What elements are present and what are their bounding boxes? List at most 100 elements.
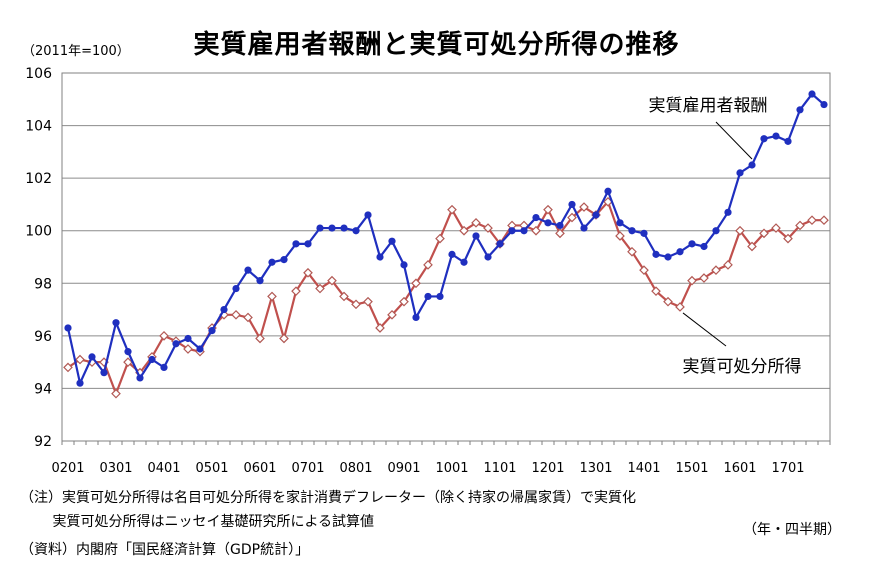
data-point-compensation [268, 258, 276, 266]
data-point-compensation [496, 240, 504, 248]
x-tick-label: 0201 [51, 461, 84, 476]
data-point-compensation [220, 305, 228, 314]
annotation-compensation: 実質雇用者報酬 [649, 96, 768, 116]
data-point-disposable-income [447, 204, 457, 215]
data-point-compensation [508, 227, 516, 235]
x-tick-label: 1201 [531, 461, 564, 476]
y-tick-label: 104 [25, 119, 52, 135]
data-point-compensation [724, 208, 732, 216]
x-tick-label: 1401 [627, 461, 660, 476]
data-point-compensation [436, 292, 444, 301]
data-point-compensation [640, 229, 648, 237]
data-point-compensation [340, 224, 348, 232]
data-point-compensation [64, 324, 72, 332]
data-point-disposable-income [351, 299, 361, 310]
data-point-compensation [472, 232, 480, 240]
data-point-compensation [688, 240, 696, 248]
data-point-disposable-income [819, 215, 829, 226]
data-point-compensation [736, 169, 744, 177]
plot-area-border [61, 72, 831, 442]
data-point-disposable-income [807, 215, 817, 226]
data-point-compensation [784, 137, 792, 145]
data-point-disposable-income [771, 223, 781, 233]
data-point-disposable-income [375, 323, 385, 333]
data-point-disposable-income [723, 260, 733, 270]
data-point-compensation [328, 224, 336, 232]
data-point-compensation [316, 224, 324, 232]
data-point-disposable-income [75, 354, 85, 365]
data-point-disposable-income [159, 331, 169, 341]
data-point-disposable-income [555, 228, 565, 239]
x-tick-label: 0301 [99, 461, 132, 476]
source-note: （資料）内閣府「国民経済計算（GDP統計）」 [20, 542, 310, 558]
x-period-label: （年・四半期） [743, 522, 841, 538]
data-point-compensation [676, 248, 684, 256]
data-point-compensation [484, 253, 492, 261]
data-point-compensation [808, 90, 816, 98]
data-point-disposable-income [651, 286, 661, 297]
data-point-disposable-income [639, 265, 649, 275]
data-point-compensation [700, 242, 708, 251]
data-point-compensation [292, 240, 300, 248]
data-point-disposable-income [531, 225, 541, 236]
data-point-compensation [256, 277, 264, 285]
series-line-disposable-income [67, 199, 824, 397]
annotation-disposable-income: 実質可処分所得 [683, 357, 802, 377]
data-point-disposable-income [747, 241, 757, 252]
data-point-compensation [616, 219, 624, 227]
data-point-compensation [424, 292, 432, 301]
x-tick-label: 1301 [579, 461, 612, 476]
data-point-disposable-income [567, 212, 577, 223]
data-point-compensation [88, 353, 96, 361]
data-point-compensation [796, 106, 804, 114]
annotation-leader-compensation [715, 121, 753, 160]
x-tick-label: 0901 [387, 461, 420, 476]
x-tick-label: 0401 [147, 461, 180, 476]
y-unit-label: （2011年=100） [22, 44, 130, 59]
data-point-compensation [124, 348, 132, 356]
chart-title: 実質雇用者報酬と実質可処分所得の推移 [193, 30, 680, 60]
data-point-compensation [148, 355, 156, 364]
data-point-disposable-income [123, 357, 133, 367]
data-point-disposable-income [615, 231, 625, 241]
data-point-disposable-income [627, 246, 637, 257]
data-point-disposable-income [303, 267, 313, 278]
data-point-compensation [388, 237, 396, 245]
data-point-disposable-income [387, 309, 397, 320]
data-point-compensation [412, 313, 420, 322]
data-point-compensation [76, 379, 84, 387]
data-point-disposable-income [435, 233, 445, 244]
data-point-compensation [748, 161, 756, 169]
data-point-compensation [556, 221, 564, 230]
data-point-disposable-income [459, 225, 469, 236]
series-line-compensation [66, 92, 825, 387]
data-point-disposable-income [579, 202, 589, 212]
x-tick-label: 1601 [723, 461, 756, 476]
data-point-disposable-income [327, 275, 337, 286]
data-point-compensation [760, 135, 768, 143]
data-point-disposable-income [795, 220, 805, 231]
data-point-compensation [232, 284, 240, 293]
data-point-compensation [712, 227, 720, 235]
data-point-compensation [352, 227, 360, 235]
data-point-disposable-income [711, 265, 721, 275]
data-point-compensation [520, 227, 528, 235]
data-point-compensation [136, 374, 144, 382]
data-point-disposable-income [315, 283, 325, 294]
data-point-compensation [448, 250, 456, 258]
data-point-compensation [568, 200, 576, 209]
data-point-disposable-income [267, 291, 277, 302]
data-point-disposable-income [675, 302, 685, 312]
x-tick-label: 0501 [195, 461, 228, 476]
note-line-2: 実質可処分所得はニッセイ基礎研究所による試算値 [20, 514, 375, 530]
data-point-compensation [580, 224, 588, 232]
data-point-disposable-income [699, 273, 709, 283]
data-point-compensation [820, 100, 828, 109]
x-tick-label: 0601 [243, 461, 276, 476]
data-point-compensation [376, 253, 384, 261]
data-point-disposable-income [663, 296, 673, 307]
y-tick-label: 92 [34, 434, 52, 450]
data-point-compensation [604, 187, 612, 195]
data-point-compensation [772, 132, 780, 140]
